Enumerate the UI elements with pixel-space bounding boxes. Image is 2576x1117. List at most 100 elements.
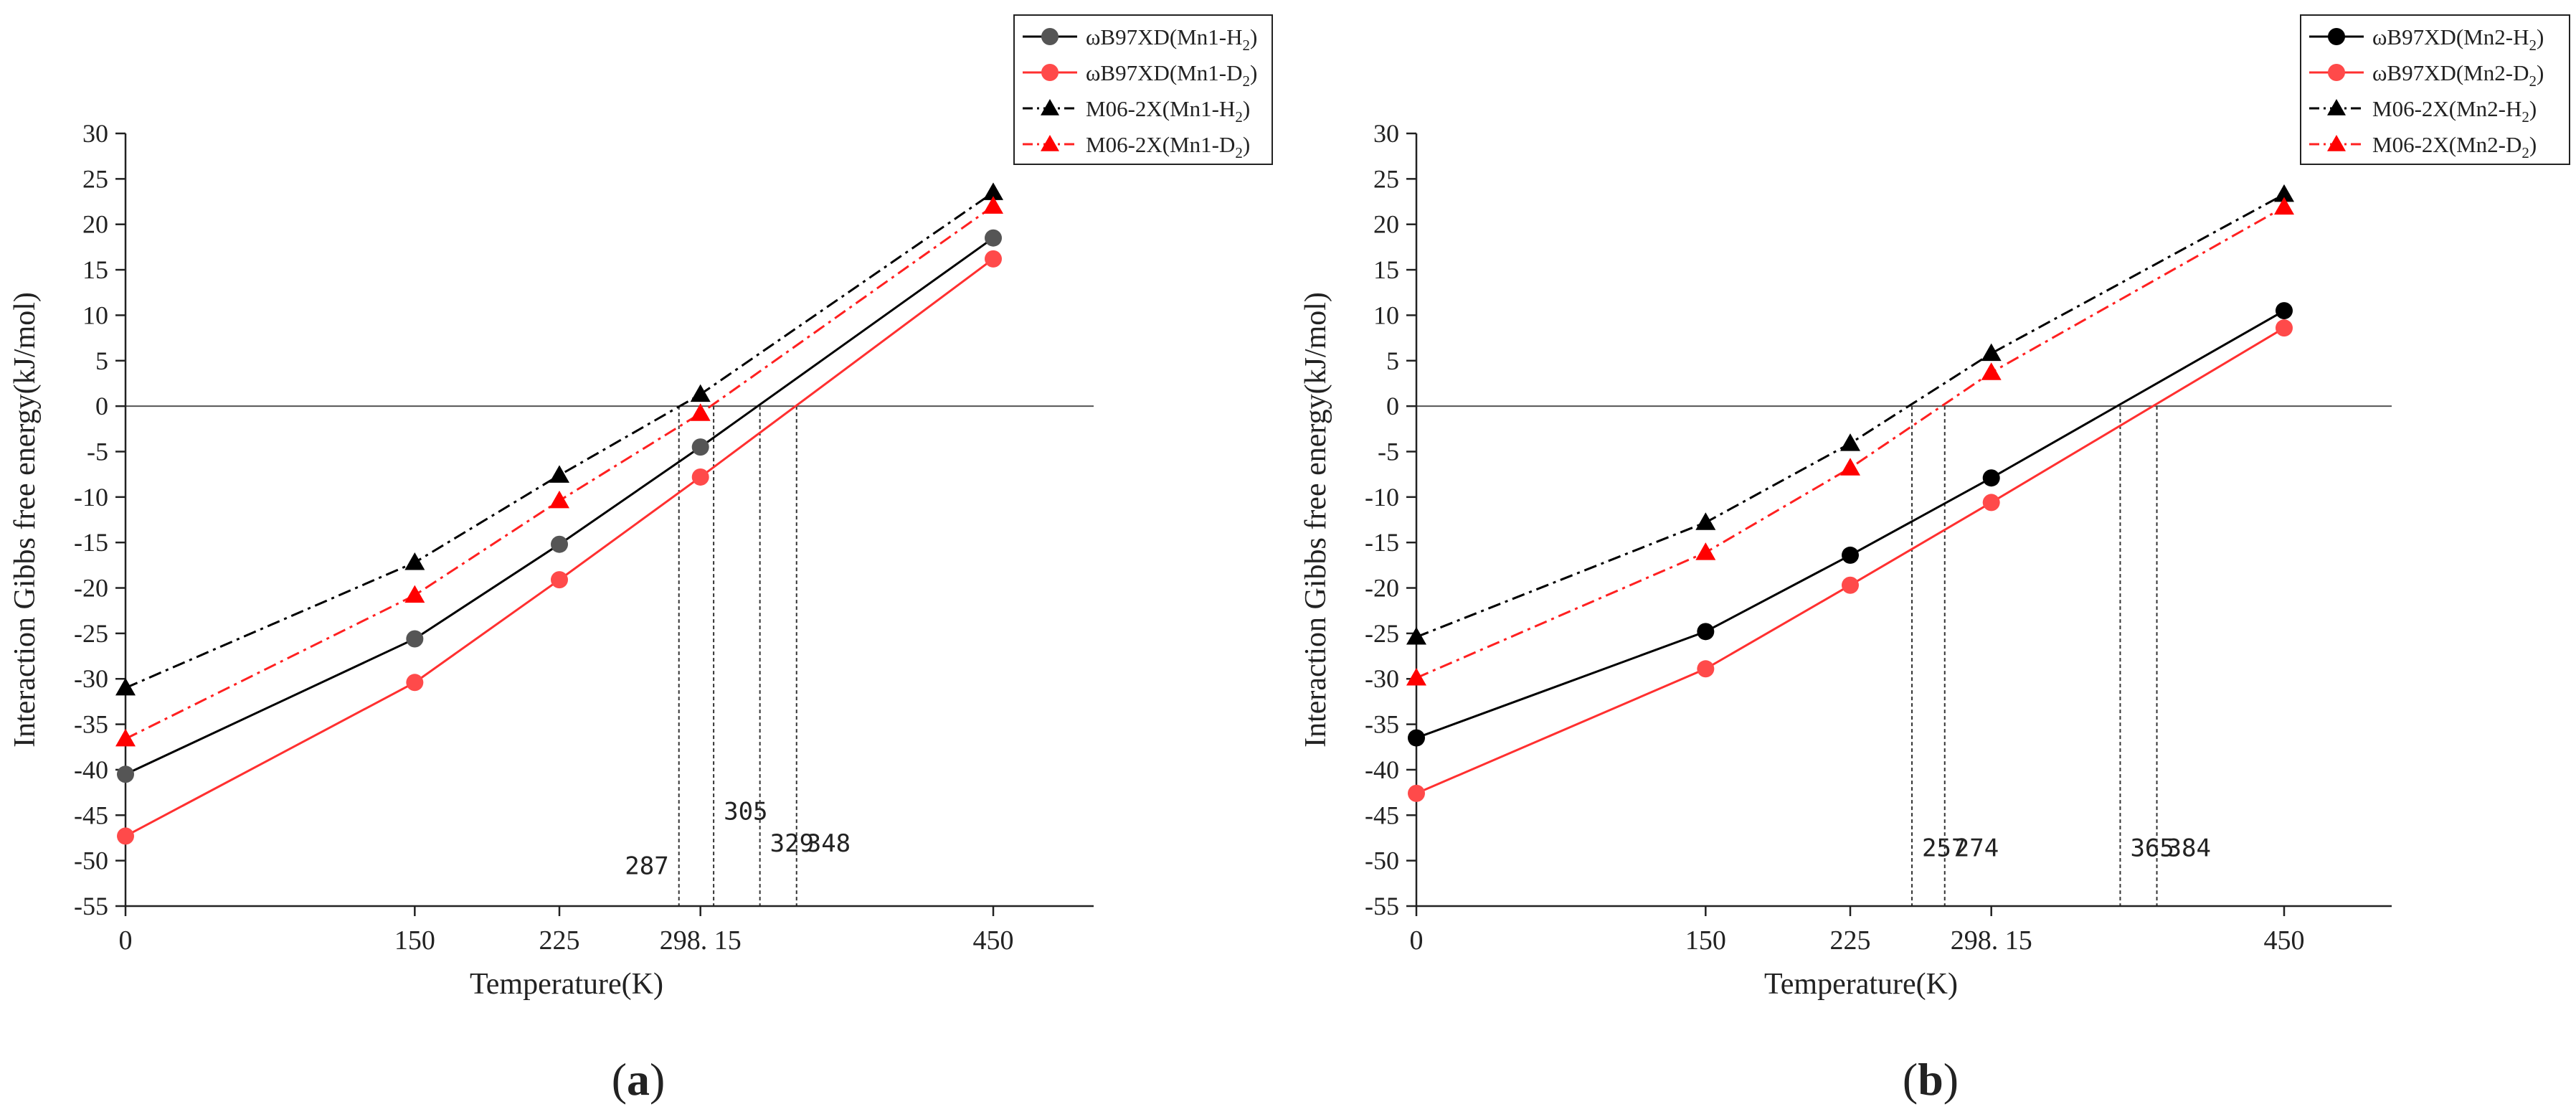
y-tick-label: 15 [1373, 255, 1399, 284]
y-tick-label: -10 [1365, 483, 1399, 512]
y-tick-label: -30 [74, 664, 108, 693]
legend-label-close: ) [1243, 132, 1250, 157]
x-tick-label: 450 [2264, 925, 2305, 956]
legend-label-name: M06-2X(Mn1-H [1086, 96, 1235, 121]
panel-caption-close: ) [650, 1054, 665, 1105]
legend: ωB97XD(Mn2-H2)ωB97XD(Mn2-D2)M06-2X(Mn2-H… [2300, 14, 2570, 165]
legend-label-name: M06-2X(Mn2-D [2372, 132, 2521, 157]
panel-caption-letter: b [1918, 1054, 1943, 1105]
data-point [551, 535, 568, 553]
y-tick-label: 25 [82, 164, 108, 193]
data-point [985, 250, 1002, 268]
legend-label-subscript: 2 [1242, 72, 1250, 90]
y-tick-label: -50 [1365, 847, 1399, 875]
legend-label-name: ωB97XD(Mn2-D [2372, 60, 2529, 85]
series-4 [1406, 197, 2294, 686]
data-point [2276, 319, 2293, 337]
y-tick-label: 20 [82, 210, 108, 239]
data-point [1981, 362, 2002, 380]
panel-caption-letter: a [627, 1054, 650, 1105]
y-tick-label: 25 [1373, 164, 1399, 193]
crossing-temperature-label: 287 [625, 852, 668, 881]
y-tick-label: -45 [74, 801, 108, 829]
data-point [1840, 458, 1860, 476]
series-2 [117, 250, 1002, 845]
legend-label-close: ) [1250, 60, 1257, 85]
legend-swatch-marker [2328, 64, 2345, 81]
series-1 [117, 229, 1002, 783]
data-point [691, 468, 709, 486]
data-point [1695, 512, 1716, 530]
series-line [1416, 193, 2285, 638]
y-tick-label: 10 [82, 301, 108, 329]
y-tick-label: 30 [1373, 119, 1399, 148]
data-point [690, 403, 711, 421]
legend-label: ωB97XD(Mn2-D2) [2372, 60, 2544, 90]
y-tick-label: -15 [1365, 528, 1399, 557]
y-tick-label: -55 [74, 892, 108, 920]
y-tick-label: 5 [1386, 347, 1399, 375]
y-tick-label: 0 [95, 392, 108, 420]
y-tick-label: -5 [1378, 437, 1399, 466]
x-tick-label: 225 [539, 925, 580, 956]
legend-label-subscript: 2 [2521, 144, 2529, 161]
data-point [983, 182, 1003, 200]
data-point [1408, 729, 1425, 747]
y-tick-label: 30 [82, 119, 108, 148]
series-3 [1406, 184, 2294, 645]
data-point [1981, 343, 2002, 362]
data-point [404, 585, 425, 603]
panel-caption-close: ) [1943, 1054, 1959, 1105]
panel-caption-open: ( [612, 1054, 627, 1105]
data-point [115, 728, 136, 747]
y-tick-label: -30 [1365, 664, 1399, 693]
crossing-temperature-label: 384 [2167, 834, 2211, 862]
data-point [1842, 546, 1859, 564]
data-point [2274, 184, 2294, 202]
y-tick-label: -35 [74, 710, 108, 739]
y-tick-label: 0 [1386, 392, 1399, 420]
legend-label: M06-2X(Mn2-H2) [2372, 96, 2537, 126]
data-point [1982, 494, 2000, 512]
y-axis-ticks: 30 25 20 15 10 5 0 -5 -10 -15 -20 -25 -30 -35 -40 -45 -5… [74, 119, 126, 920]
data-point [1982, 469, 2000, 487]
data-point [1697, 660, 1715, 678]
data-point [117, 765, 134, 783]
x-tick-label: 450 [973, 925, 1014, 956]
y-tick-label: -40 [74, 755, 108, 784]
legend-label: M06-2X(Mn1-D2) [1086, 132, 1250, 161]
y-tick-label: -40 [1365, 755, 1399, 784]
crossing-temperature-label: 348 [807, 829, 851, 858]
legend-label-subscript: 2 [2529, 72, 2537, 90]
data-point [406, 630, 424, 648]
data-point [406, 674, 424, 692]
data-point [985, 229, 1002, 247]
panel-caption: (b) [1903, 1054, 1959, 1105]
legend-box [2300, 14, 2570, 165]
x-tick-label: 0 [119, 925, 133, 956]
x-tick-label: 298. 15 [1951, 925, 2032, 956]
legend-label-subscript: 2 [2529, 37, 2537, 54]
legend: ωB97XD(Mn1-H2)ωB97XD(Mn1-D2)M06-2X(Mn1-H… [1013, 14, 1273, 165]
legend-swatch-marker [2327, 135, 2346, 151]
legend-label-subscript: 2 [1235, 144, 1243, 161]
y-tick-label: 5 [95, 347, 108, 375]
data-point [549, 465, 569, 483]
data-point [115, 677, 136, 696]
crossing-temperature-label: 274 [1955, 834, 1999, 862]
y-tick-label: -50 [74, 847, 108, 875]
crossing-temperature-label: 365 [2130, 834, 2174, 862]
data-point [2274, 197, 2294, 215]
legend-label: M06-2X(Mn1-H2) [1086, 96, 1250, 126]
x-axis-title: Temperature(K) [1764, 968, 1958, 1001]
y-tick-label: 15 [82, 255, 108, 284]
crossing-temperature-label: 257 [1922, 834, 1966, 862]
y-tick-label: -10 [74, 483, 108, 512]
y-tick-label: -20 [1365, 574, 1399, 603]
crossing-temperature-label: 329 [770, 829, 814, 858]
panel-caption: (a) [612, 1054, 666, 1105]
legend-swatch-marker [1041, 64, 1059, 81]
